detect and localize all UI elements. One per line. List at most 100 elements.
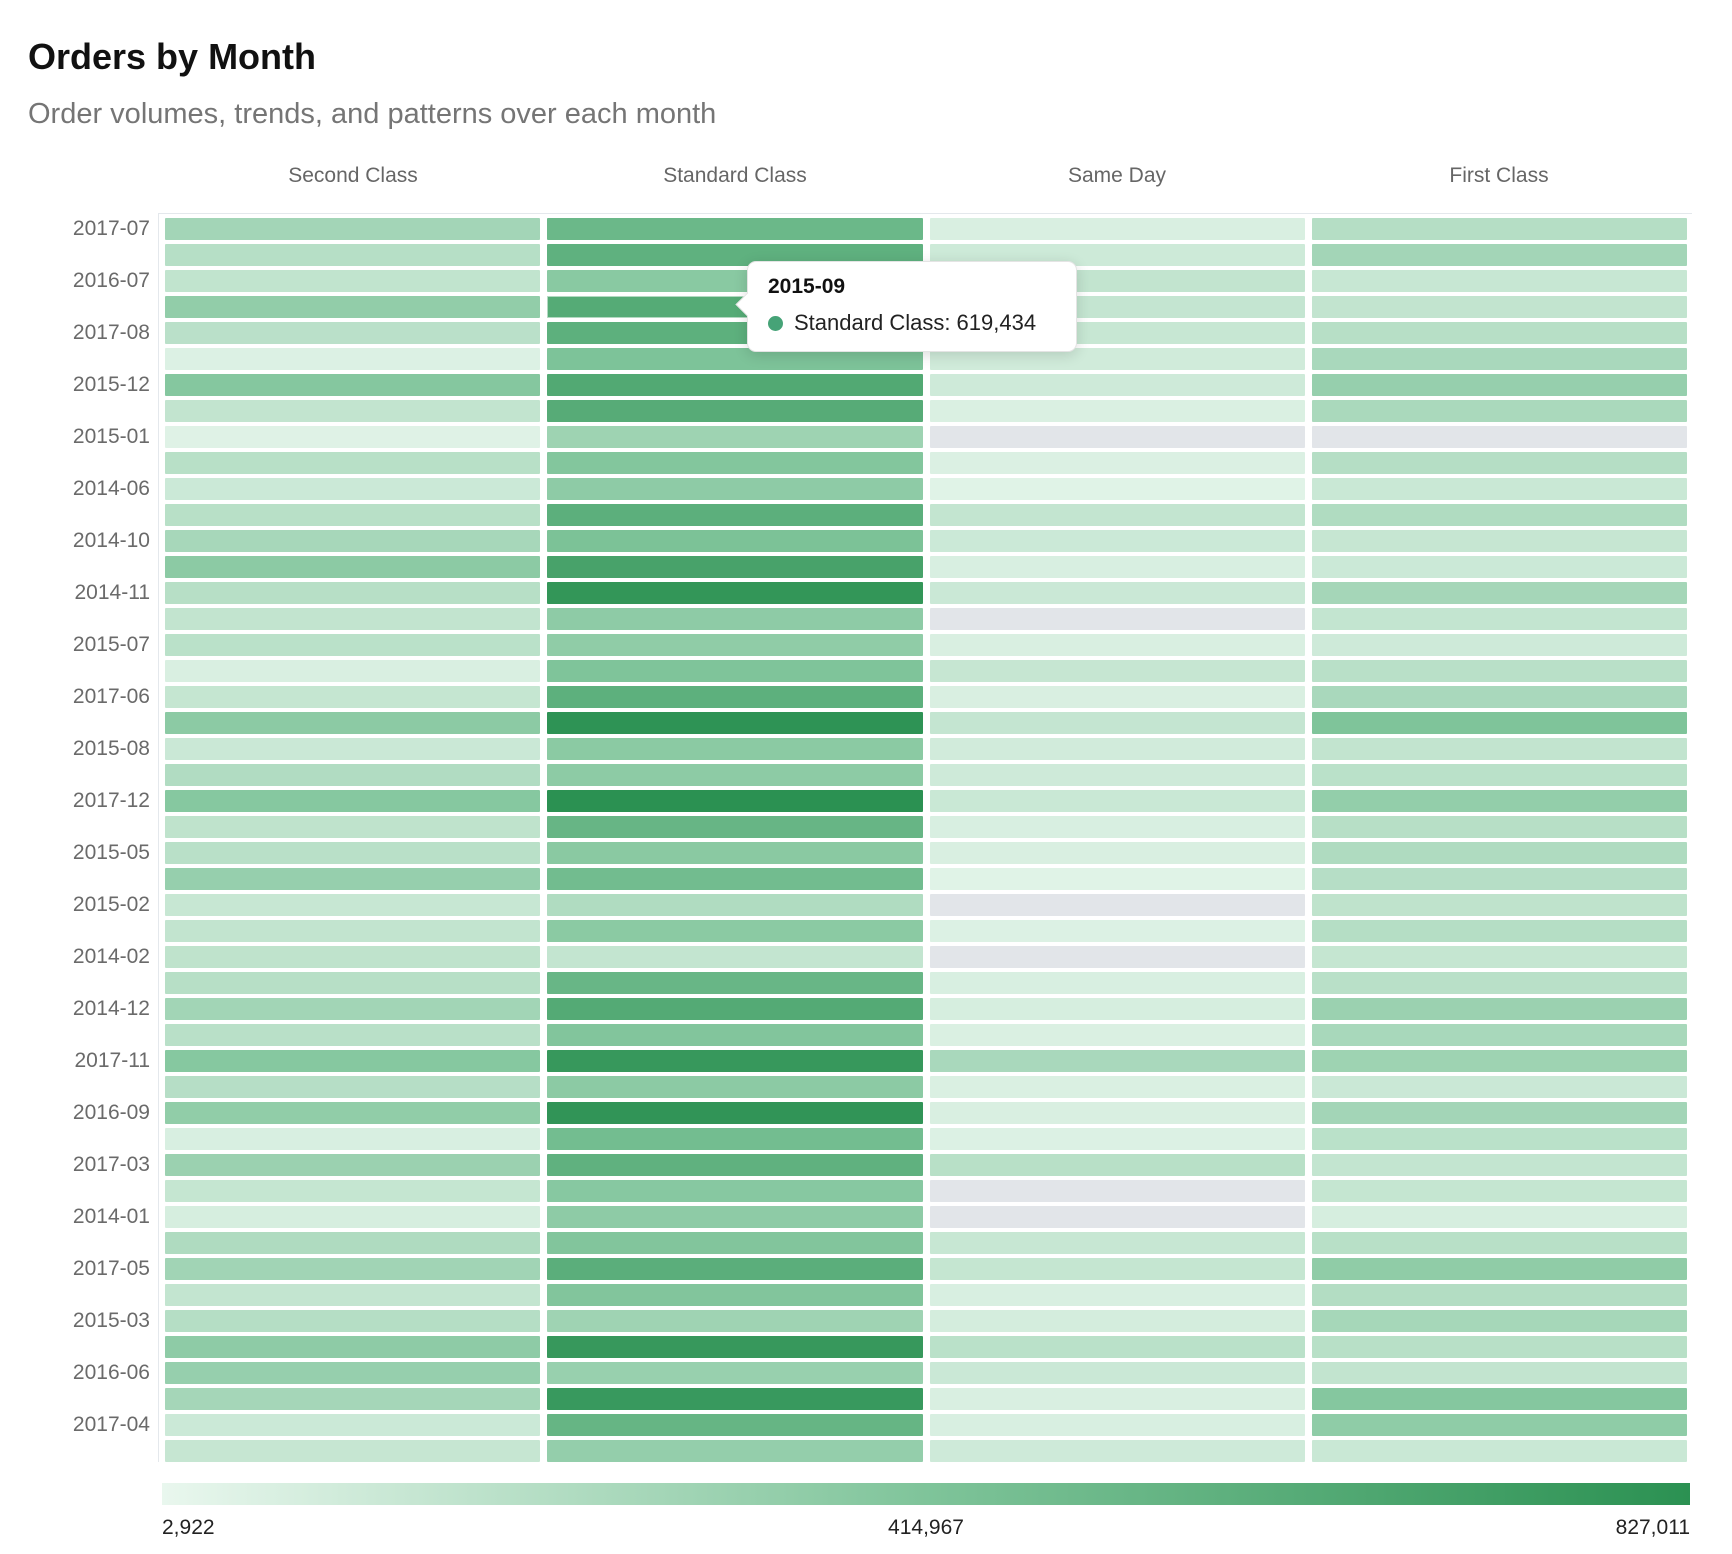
heatmap-cell[interactable] [1311, 1102, 1687, 1124]
heatmap-cell[interactable] [1311, 270, 1687, 292]
heatmap-cell[interactable] [165, 1284, 541, 1306]
heatmap-cell[interactable] [929, 556, 1305, 578]
heatmap-cell[interactable] [1311, 946, 1687, 968]
heatmap-cell[interactable] [929, 946, 1305, 968]
heatmap-cell[interactable] [547, 816, 923, 838]
heatmap-cell[interactable] [547, 348, 923, 370]
heatmap-cell[interactable] [547, 530, 923, 552]
heatmap-cell[interactable] [929, 1050, 1305, 1072]
heatmap-cell[interactable] [547, 764, 923, 786]
heatmap-cell[interactable] [547, 582, 923, 604]
heatmap-cell[interactable] [929, 582, 1305, 604]
heatmap-cell[interactable] [547, 1154, 923, 1176]
heatmap-cell[interactable] [165, 816, 541, 838]
heatmap-cell[interactable] [165, 608, 541, 630]
heatmap-cell[interactable] [547, 1180, 923, 1202]
heatmap-cell[interactable] [1311, 660, 1687, 682]
heatmap-cell[interactable] [929, 1388, 1305, 1410]
heatmap-cell[interactable] [165, 374, 541, 396]
heatmap-cell[interactable] [165, 920, 541, 942]
heatmap-cell[interactable] [929, 1362, 1305, 1384]
heatmap-cell[interactable] [1311, 1258, 1687, 1280]
heatmap-cell[interactable] [165, 296, 541, 318]
heatmap-cell[interactable] [929, 790, 1305, 812]
heatmap-cell[interactable] [929, 1258, 1305, 1280]
heatmap-cell[interactable] [1311, 920, 1687, 942]
heatmap-cell[interactable] [165, 1050, 541, 1072]
heatmap-cell[interactable] [165, 764, 541, 786]
heatmap-cell[interactable] [165, 322, 541, 344]
heatmap-cell[interactable] [547, 426, 923, 448]
heatmap-cell[interactable] [929, 972, 1305, 994]
heatmap-cell[interactable] [1311, 1050, 1687, 1072]
heatmap-cell[interactable] [165, 738, 541, 760]
heatmap-cell[interactable] [547, 1232, 923, 1254]
heatmap-cell[interactable] [1311, 868, 1687, 890]
heatmap-cell[interactable] [929, 478, 1305, 500]
heatmap-cell[interactable] [1311, 478, 1687, 500]
heatmap-cell[interactable] [547, 1362, 923, 1384]
heatmap-cell[interactable] [547, 660, 923, 682]
heatmap-cell[interactable] [165, 218, 541, 240]
heatmap-cell[interactable] [165, 1258, 541, 1280]
heatmap-cell[interactable] [1311, 998, 1687, 1020]
heatmap-cell[interactable] [929, 1336, 1305, 1358]
heatmap-cell[interactable] [547, 374, 923, 396]
heatmap-cell[interactable] [547, 608, 923, 630]
heatmap-cell[interactable] [165, 270, 541, 292]
heatmap-cell[interactable] [1311, 1414, 1687, 1436]
heatmap-cell[interactable] [1311, 1362, 1687, 1384]
heatmap-cell[interactable] [165, 946, 541, 968]
heatmap-cell[interactable] [929, 660, 1305, 682]
heatmap-cell[interactable] [1311, 738, 1687, 760]
heatmap-cell[interactable] [1311, 244, 1687, 266]
heatmap-cell[interactable] [1311, 634, 1687, 656]
heatmap-cell[interactable] [547, 218, 923, 240]
heatmap-cell[interactable] [547, 1128, 923, 1150]
heatmap-cell[interactable] [929, 244, 1305, 266]
heatmap-cell[interactable] [929, 1024, 1305, 1046]
heatmap-cell[interactable] [547, 842, 923, 864]
heatmap-cell[interactable] [165, 1076, 541, 1098]
heatmap-cell[interactable] [1311, 1440, 1687, 1462]
heatmap-cell[interactable] [547, 1076, 923, 1098]
heatmap-cell[interactable] [1311, 894, 1687, 916]
heatmap-cell[interactable] [1311, 1180, 1687, 1202]
heatmap-cell[interactable] [547, 686, 923, 708]
heatmap-cell[interactable] [547, 790, 923, 812]
heatmap-cell[interactable] [547, 1388, 923, 1410]
heatmap-cell[interactable] [1311, 504, 1687, 526]
heatmap-cell[interactable] [1311, 556, 1687, 578]
heatmap-cell[interactable] [165, 1440, 541, 1462]
heatmap-cell[interactable] [929, 634, 1305, 656]
heatmap-cell[interactable] [929, 504, 1305, 526]
heatmap-cell[interactable] [165, 1180, 541, 1202]
heatmap-cell[interactable] [929, 1154, 1305, 1176]
heatmap-cell[interactable] [929, 816, 1305, 838]
heatmap-cell[interactable] [165, 452, 541, 474]
heatmap-cell[interactable] [165, 1206, 541, 1228]
heatmap-cell[interactable] [1311, 1336, 1687, 1358]
heatmap-cell[interactable] [165, 504, 541, 526]
heatmap-cell[interactable] [547, 1414, 923, 1436]
heatmap-cell[interactable] [929, 1440, 1305, 1462]
heatmap-cell[interactable] [929, 868, 1305, 890]
heatmap-cell[interactable] [1311, 1154, 1687, 1176]
heatmap-cell[interactable] [1311, 1206, 1687, 1228]
heatmap-cell[interactable] [1311, 1128, 1687, 1150]
heatmap-cell[interactable] [547, 1024, 923, 1046]
heatmap-cell[interactable] [165, 712, 541, 734]
heatmap-cell[interactable] [165, 556, 541, 578]
heatmap-cell[interactable] [929, 1232, 1305, 1254]
heatmap-cell[interactable] [1311, 582, 1687, 604]
heatmap-cell[interactable] [547, 1310, 923, 1332]
heatmap-cell[interactable] [929, 764, 1305, 786]
heatmap-cell[interactable] [929, 1180, 1305, 1202]
heatmap-cell[interactable] [1311, 322, 1687, 344]
heatmap-cell[interactable] [547, 1336, 923, 1358]
heatmap-cell[interactable] [165, 868, 541, 890]
heatmap-cell[interactable] [165, 530, 541, 552]
heatmap-cell[interactable] [929, 1284, 1305, 1306]
heatmap-cell[interactable] [1311, 712, 1687, 734]
heatmap-cell[interactable] [547, 1284, 923, 1306]
